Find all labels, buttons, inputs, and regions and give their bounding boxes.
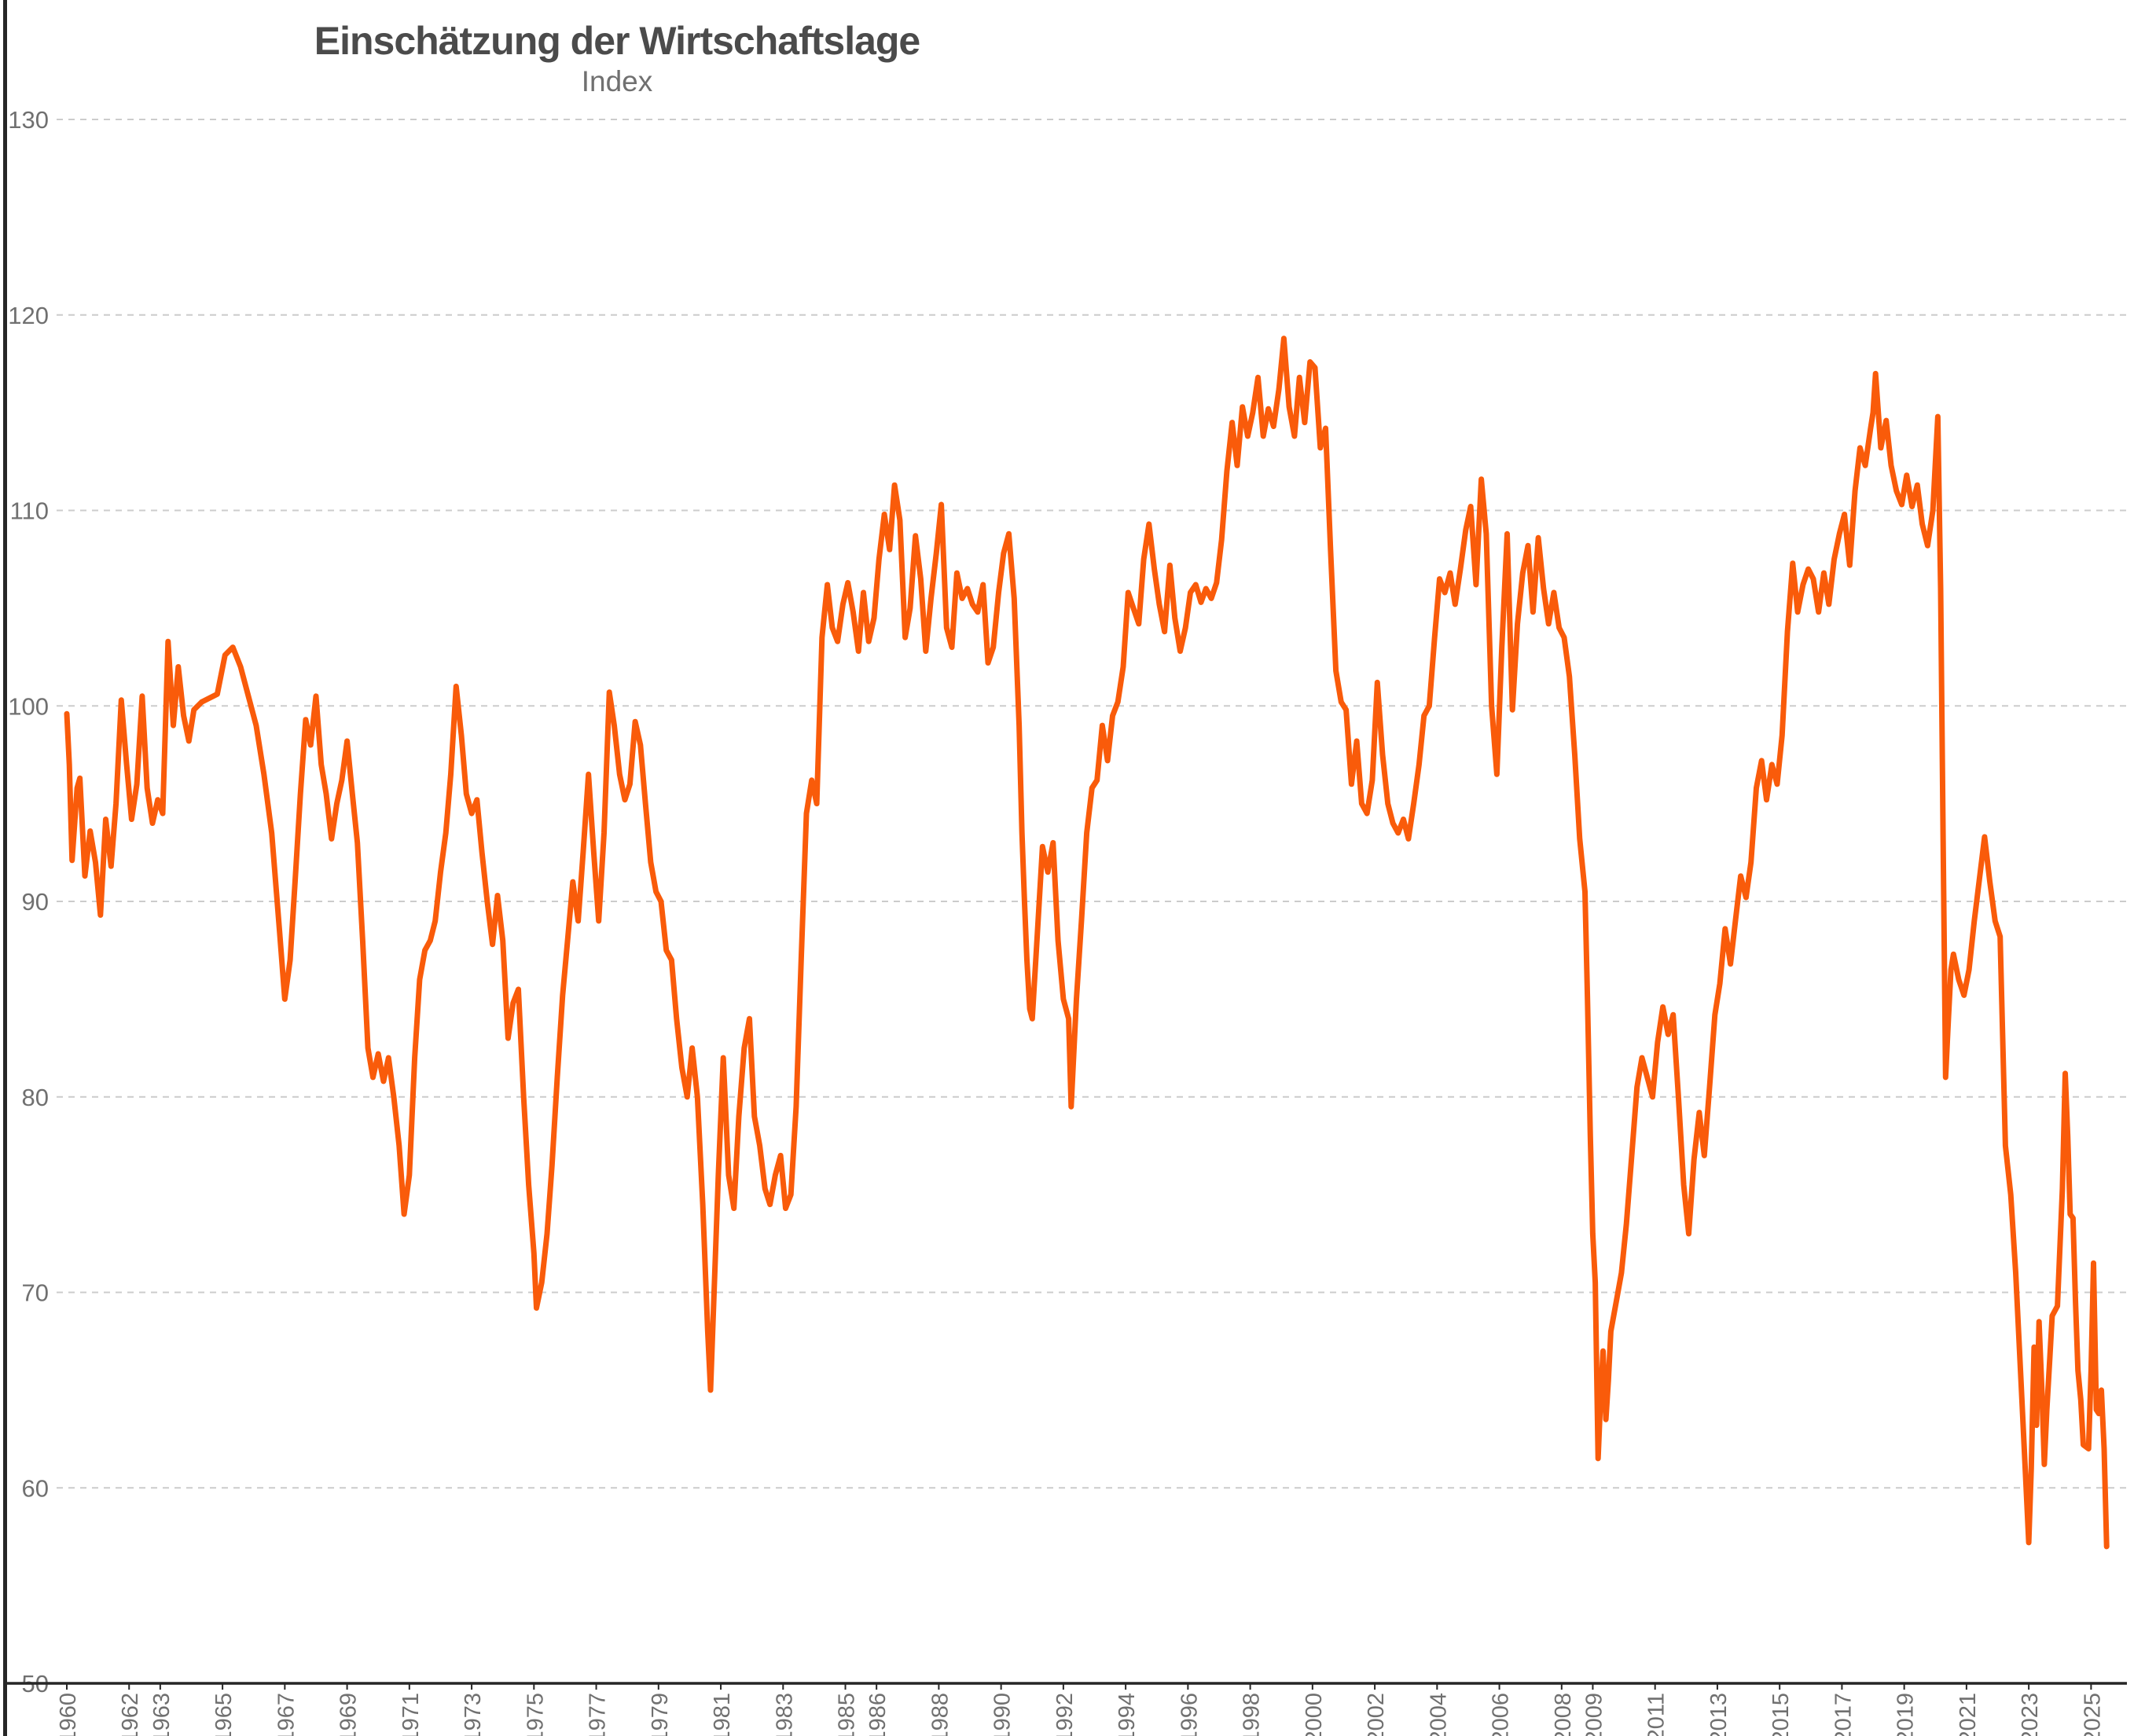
x-tick-label: 1977 — [586, 1693, 611, 1736]
x-tick-label: 1990 — [990, 1693, 1016, 1736]
x-tick-label: 2019 — [1893, 1693, 1919, 1736]
x-tick-label: 2011 — [1644, 1693, 1669, 1736]
x-tick-label: 1979 — [648, 1693, 673, 1736]
x-tick-label: 2017 — [1831, 1693, 1856, 1736]
x-tick-label: 2021 — [1956, 1693, 1981, 1736]
left-frame-line — [3, 0, 7, 1736]
x-tick-label: 2006 — [1489, 1693, 1514, 1736]
x-tick-label: 2025 — [2080, 1693, 2105, 1736]
x-tick-label: 1963 — [149, 1693, 174, 1736]
grid-lines — [57, 119, 2127, 1489]
x-tick-label: 2023 — [2018, 1693, 2043, 1736]
y-tick-label: 90 — [22, 888, 49, 916]
x-tick-label: 1986 — [865, 1693, 891, 1736]
x-tick-label: 1975 — [523, 1693, 548, 1736]
x-tick-label: 2004 — [1426, 1693, 1451, 1736]
x-tick-label: 1998 — [1240, 1693, 1265, 1736]
x-tick-label: 2008 — [1551, 1693, 1576, 1736]
x-tick-label: 1988 — [927, 1693, 953, 1736]
x-tick-label: 2015 — [1769, 1693, 1794, 1736]
x-tick-label: 1967 — [274, 1693, 299, 1736]
x-tick-label: 1996 — [1177, 1693, 1202, 1736]
x-tick-label: 1994 — [1115, 1693, 1140, 1736]
y-tick-label: 70 — [22, 1279, 49, 1307]
chart-header: Einschätzung der Wirtschaftslage Index — [0, 19, 1234, 98]
x-axis — [6, 1682, 2127, 1690]
y-tick-label: 100 — [8, 692, 49, 720]
x-tick-label: 1971 — [399, 1693, 424, 1736]
x-tick-label: 1983 — [772, 1693, 797, 1736]
chart-subtitle: Index — [581, 65, 653, 97]
series-line — [64, 336, 2110, 1550]
chart-title: Einschätzung der Wirtschaftslage — [314, 19, 921, 63]
x-tick-label: 2013 — [1706, 1693, 1732, 1736]
x-tick-label: 1969 — [336, 1693, 362, 1736]
x-tick-label: 2000 — [1302, 1693, 1327, 1736]
x-tick-label: 1965 — [211, 1693, 237, 1736]
y-tick-label: 130 — [8, 106, 49, 134]
y-tick-label: 80 — [22, 1084, 49, 1111]
x-tick-label: 1981 — [710, 1693, 735, 1736]
x-tick-label: 1973 — [461, 1693, 486, 1736]
x-tick-label: 1962 — [118, 1693, 143, 1736]
x-tick-label: 1985 — [835, 1693, 860, 1736]
x-tick-label: 2009 — [1581, 1693, 1607, 1736]
y-tick-label: 120 — [8, 302, 49, 329]
x-tick-label: 1992 — [1052, 1693, 1078, 1736]
x-axis-labels: 1960 1962 1963 1965 1967 1969 1971 1973 1975 1977… — [56, 1693, 2105, 1736]
y-tick-label: 60 — [22, 1474, 49, 1502]
y-tick-label: 110 — [10, 497, 49, 525]
x-tick-label: 2002 — [1364, 1693, 1389, 1736]
x-tick-label: 1960 — [56, 1693, 81, 1736]
